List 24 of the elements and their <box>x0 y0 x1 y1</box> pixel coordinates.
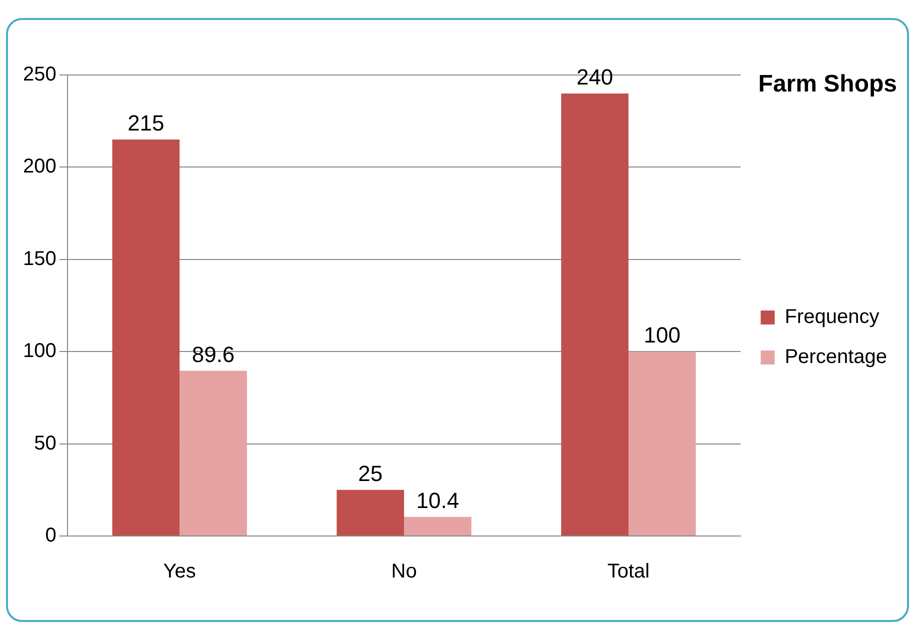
bar <box>112 140 180 536</box>
y-tick-label: 250 <box>22 64 56 86</box>
y-tick-label: 150 <box>22 248 56 270</box>
data-label: 25 <box>358 460 383 486</box>
data-label: 100 <box>644 322 681 348</box>
x-tick-label: Yes <box>163 560 196 583</box>
data-label: 10.4 <box>416 488 460 513</box>
y-tick-label: 50 <box>34 432 56 454</box>
x-tick-label: No <box>391 560 417 583</box>
bar <box>180 370 247 536</box>
bar <box>561 93 628 536</box>
y-tick-label: 100 <box>22 340 56 362</box>
data-label: 215 <box>128 110 164 136</box>
legend-label: Frequency <box>784 306 880 328</box>
bar <box>628 352 696 536</box>
y-tick-label: 200 <box>22 156 56 178</box>
x-tick-label: Total <box>607 560 650 583</box>
data-label: 89.6 <box>192 342 235 367</box>
bar <box>336 490 404 536</box>
legend-label: Percentage <box>784 346 887 368</box>
y-tick-label: 0 <box>45 524 56 547</box>
bar <box>404 516 472 536</box>
text: Farm Shops <box>758 70 897 98</box>
data-label: 240 <box>576 64 614 90</box>
